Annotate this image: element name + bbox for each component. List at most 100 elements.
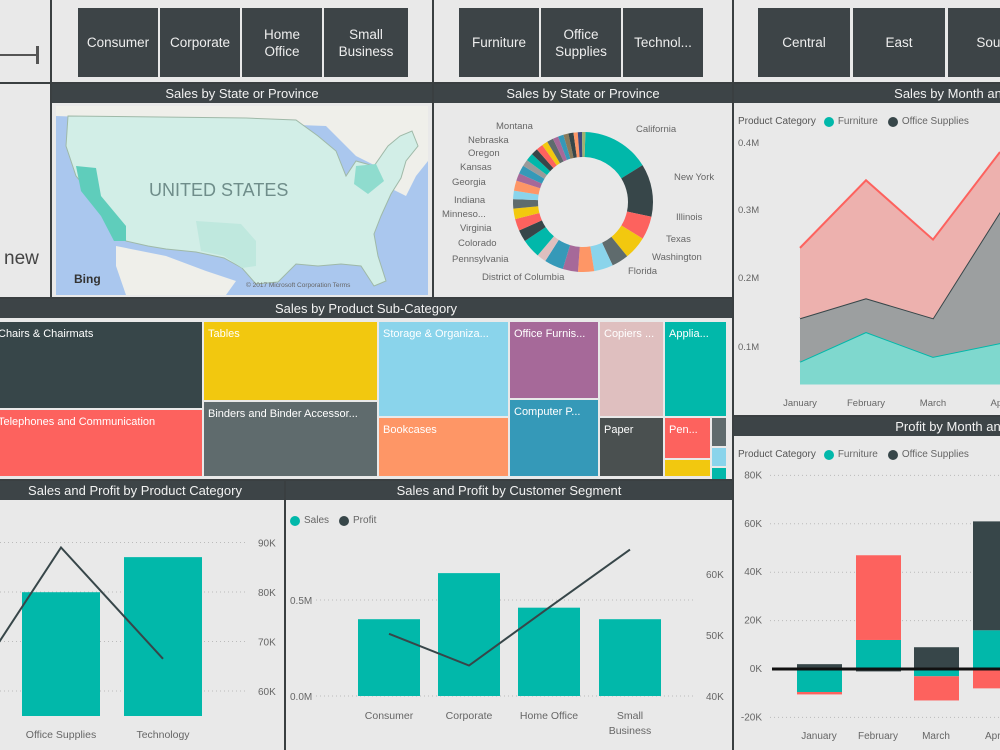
donut-slice[interactable]	[584, 132, 643, 179]
profit-bar[interactable]	[856, 555, 901, 640]
profit-chart[interactable]: -20K 0K 20K 40K 60K 80K January February March Ap…	[734, 417, 1000, 750]
donut-slice[interactable]	[545, 239, 571, 270]
profit-bar[interactable]	[973, 630, 1000, 669]
donut-slice[interactable]	[582, 132, 586, 158]
treemap-tile[interactable]: Office Furnis...	[510, 322, 598, 398]
donut-slice[interactable]	[537, 236, 559, 261]
treemap-tile[interactable]: Computer P...	[510, 400, 598, 476]
donut-slice[interactable]	[552, 136, 567, 162]
treemap-tile[interactable]	[712, 448, 726, 466]
treemap-tile[interactable]: Pen...	[665, 418, 710, 458]
area-chart[interactable]: 0.1M 0.2M 0.3M 0.4M January February March Apri…	[734, 84, 1000, 415]
legend-furniture[interactable]: Furniture	[837, 116, 878, 127]
donut-slice[interactable]	[523, 160, 547, 179]
donut-slice[interactable]	[513, 190, 539, 201]
profit-bar[interactable]	[914, 647, 959, 669]
donut-slice[interactable]	[573, 132, 580, 158]
donut-slice[interactable]	[513, 180, 541, 195]
legend-sales[interactable]: Sales	[304, 515, 330, 526]
donut-slice[interactable]	[526, 154, 551, 176]
sales-bar[interactable]	[438, 573, 500, 696]
treemap-tile[interactable]	[712, 418, 726, 446]
donut-slice[interactable]	[519, 165, 545, 184]
treemap-tile[interactable]: Telephones and Communication	[0, 410, 202, 476]
donut-slice[interactable]	[513, 206, 540, 220]
legend-profit[interactable]: Profit	[353, 515, 377, 526]
profit-bar[interactable]	[973, 669, 1000, 689]
sales-bar[interactable]	[599, 619, 661, 696]
us-map[interactable]: UNITED STATES Bing © 2017 Microsoft Corp…	[56, 106, 428, 295]
texas-region	[196, 221, 256, 268]
donut-slice[interactable]	[516, 173, 542, 189]
area-series[interactable]	[800, 151, 1000, 319]
donut-slice[interactable]	[547, 138, 564, 164]
new-york-region	[354, 164, 384, 194]
legend-office-supplies[interactable]: Office Supplies	[901, 449, 969, 460]
profit-bar[interactable]	[797, 664, 842, 669]
segment-chart[interactable]: 0.0M 0.5M 40K 50K 60K Consumer Corporate Home O…	[286, 481, 732, 750]
donut-slice[interactable]	[563, 133, 574, 159]
treemap-tile[interactable]: Applia...	[665, 322, 726, 416]
slicer-furniture[interactable]: Furniture	[459, 8, 539, 77]
slicer-central[interactable]: Central	[758, 8, 850, 77]
treemap-tile[interactable]: Bookcases	[379, 418, 508, 476]
sales-bar[interactable]	[358, 619, 420, 696]
donut-slice[interactable]	[621, 165, 653, 217]
treemap-tile[interactable]: Chairs & Chairmats	[0, 322, 202, 408]
slicer-east[interactable]: East	[853, 8, 945, 77]
donut-slice[interactable]	[542, 141, 561, 166]
donut-slice[interactable]	[611, 225, 643, 257]
treemap-tile[interactable]: Binders and Binder Accessor...	[204, 402, 377, 476]
area-series[interactable]	[800, 212, 1000, 362]
sales-bar[interactable]	[124, 557, 202, 716]
donut-slice[interactable]	[519, 220, 546, 242]
donut-slice[interactable]	[590, 242, 613, 272]
sales-bar[interactable]	[22, 592, 100, 716]
slider-track[interactable]	[0, 54, 38, 56]
treemap-tile[interactable]: Storage & Organiza...	[379, 322, 508, 416]
treemap-tile[interactable]	[712, 468, 726, 479]
donut-slice[interactable]	[515, 213, 542, 231]
sales-bar[interactable]	[518, 607, 580, 696]
donut-slice[interactable]	[513, 199, 539, 209]
y-tick: 90K	[258, 539, 276, 550]
area-series[interactable]	[800, 332, 1000, 385]
donut-label: Oregon	[468, 148, 500, 159]
treemap-tile[interactable]: Copiers ...	[600, 322, 663, 416]
legend-office-supplies[interactable]: Office Supplies	[901, 116, 969, 127]
slicer-office-supplies[interactable]: Office Supplies	[541, 8, 621, 77]
profit-bar[interactable]	[856, 639, 901, 669]
donut-label: New York	[674, 172, 714, 183]
donut-slice[interactable]	[536, 145, 557, 169]
donut-slice[interactable]	[577, 132, 583, 158]
slicer-consumer[interactable]: Consumer	[78, 8, 158, 77]
donut-slice[interactable]	[524, 227, 554, 256]
donut-slice[interactable]	[558, 134, 571, 160]
slicer-small-business[interactable]: Small Business	[324, 8, 408, 77]
profit-bar[interactable]	[797, 669, 842, 692]
donut-slice[interactable]	[577, 246, 595, 272]
treemap-tile[interactable]: Tables	[204, 322, 377, 400]
slicer-home-office[interactable]: Home Office	[242, 8, 322, 77]
bing-logo: Bing	[74, 272, 101, 286]
map-copyright[interactable]: © 2017 Microsoft Corporation Terms	[246, 281, 351, 289]
donut-chart[interactable]: California New York Illinois Texas Washingto…	[434, 84, 732, 297]
profit-bar[interactable]	[797, 691, 842, 695]
donut-slice[interactable]	[531, 149, 554, 172]
slider-handle[interactable]	[36, 46, 39, 64]
treemap-tile[interactable]	[665, 460, 710, 476]
donut-slice[interactable]	[602, 236, 628, 266]
treemap-tile[interactable]: Paper	[600, 418, 663, 476]
donut-slice[interactable]	[562, 245, 580, 272]
slicer-technology[interactable]: Technol...	[623, 8, 703, 77]
donut-slice[interactable]	[568, 132, 577, 158]
slicer-corporate[interactable]: Corporate	[160, 8, 240, 77]
y-tick: 40K	[706, 692, 724, 703]
category-chart[interactable]: 60K 70K 80K 90K Office Supplies Technology	[0, 481, 284, 750]
profit-bar[interactable]	[973, 521, 1000, 631]
profit-bar[interactable]	[914, 676, 959, 701]
donut-slice[interactable]	[621, 211, 652, 239]
legend-furniture[interactable]: Furniture	[837, 449, 878, 460]
slicer-south[interactable]: South	[948, 8, 1000, 77]
profit-bar[interactable]	[914, 669, 959, 677]
